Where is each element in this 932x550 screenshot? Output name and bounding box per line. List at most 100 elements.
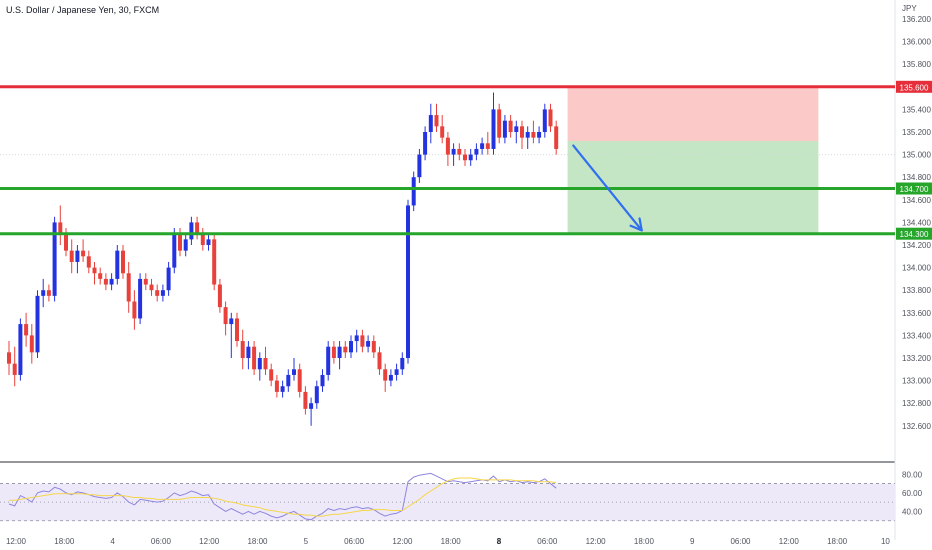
candle bbox=[548, 103, 553, 132]
candle bbox=[440, 115, 445, 144]
candle-body bbox=[417, 154, 422, 178]
candle bbox=[417, 148, 422, 183]
candle-body bbox=[52, 222, 57, 296]
candle bbox=[491, 92, 496, 155]
candle bbox=[160, 284, 165, 302]
time-axis: 12:00 18:00 4 06:00 12:00 18:00 5 06:00 12:00 18:… bbox=[6, 537, 890, 546]
candle-body bbox=[143, 278, 148, 285]
candle-body bbox=[246, 346, 251, 358]
candle-body bbox=[280, 386, 285, 392]
candle bbox=[189, 216, 194, 245]
candle bbox=[166, 261, 171, 296]
candle-body bbox=[337, 346, 342, 358]
candle-body bbox=[406, 205, 410, 358]
candle-body bbox=[138, 278, 143, 319]
candle bbox=[109, 273, 114, 291]
rsi-axis: 80.00 60.00 40.00 bbox=[902, 470, 923, 516]
candle-body bbox=[292, 369, 296, 375]
candle bbox=[18, 318, 23, 381]
candle-body bbox=[115, 250, 120, 279]
candle bbox=[371, 335, 376, 358]
candle bbox=[480, 137, 485, 155]
candle-body bbox=[269, 369, 274, 381]
candle-body bbox=[320, 374, 325, 387]
candle-body bbox=[388, 374, 393, 381]
time-tick-label: 9 bbox=[690, 537, 695, 546]
price-tick-label: 135.800 bbox=[902, 60, 931, 69]
candle bbox=[138, 273, 143, 325]
price-axis: 136.200 136.000 135.800 135.400 135.200 135.0… bbox=[902, 15, 931, 431]
candle bbox=[485, 132, 490, 155]
candle-body bbox=[64, 233, 68, 251]
candle-body bbox=[229, 318, 234, 325]
candle-body bbox=[212, 239, 217, 285]
price-tick-label: 132.600 bbox=[902, 422, 931, 431]
price-tick-label: 133.800 bbox=[902, 286, 931, 295]
candle-body bbox=[7, 352, 11, 364]
time-tick-label: 12:00 bbox=[199, 537, 220, 546]
candle-body bbox=[240, 341, 245, 358]
candle bbox=[451, 143, 456, 166]
candle bbox=[502, 115, 507, 144]
candle bbox=[126, 261, 131, 313]
candle bbox=[263, 346, 268, 375]
chart-title: U.S. Dollar / Japanese Yen, 30, FXCM bbox=[6, 5, 160, 15]
candle bbox=[360, 329, 365, 353]
candle bbox=[423, 126, 428, 161]
candle-body bbox=[366, 341, 371, 347]
candle-body bbox=[457, 148, 462, 155]
candle-body bbox=[223, 307, 228, 325]
candle bbox=[383, 363, 388, 392]
candle bbox=[252, 341, 257, 375]
support-2-tag-label: 134.300 bbox=[900, 230, 929, 239]
time-tick-label: 8 bbox=[497, 537, 502, 546]
candle-body bbox=[132, 301, 137, 319]
time-tick-label: 06:00 bbox=[537, 537, 558, 546]
candle bbox=[309, 397, 314, 426]
candle bbox=[297, 363, 302, 398]
candle bbox=[286, 369, 291, 392]
candle-body bbox=[257, 358, 262, 370]
candle-body bbox=[12, 363, 17, 375]
price-tick-label: 133.600 bbox=[902, 309, 931, 318]
rsi-line bbox=[8, 472, 557, 521]
candle bbox=[434, 103, 439, 132]
candle-body bbox=[531, 132, 536, 138]
time-tick-label: 06:00 bbox=[344, 537, 365, 546]
candle bbox=[69, 239, 74, 274]
rsi-tick-label: 40.00 bbox=[902, 507, 923, 516]
candle bbox=[337, 341, 342, 370]
candle-body bbox=[58, 222, 63, 234]
time-tick-label: 06:00 bbox=[151, 537, 172, 546]
candle bbox=[269, 363, 274, 387]
candle-body bbox=[35, 295, 40, 353]
candle bbox=[457, 143, 462, 161]
time-tick-label: 12:00 bbox=[779, 537, 800, 546]
time-tick-label: 5 bbox=[304, 537, 309, 546]
candle-body bbox=[383, 369, 388, 381]
candle bbox=[41, 278, 46, 308]
candle bbox=[183, 233, 188, 257]
candle-body bbox=[178, 233, 182, 251]
candle-body bbox=[463, 154, 467, 161]
candle bbox=[497, 103, 502, 144]
candle bbox=[29, 324, 34, 364]
candle-body bbox=[354, 335, 359, 342]
candle-body bbox=[126, 273, 131, 302]
candle bbox=[58, 205, 63, 245]
time-tick-label: 18:00 bbox=[54, 537, 75, 546]
candle-body bbox=[434, 115, 439, 127]
price-tick-label: 135.000 bbox=[902, 151, 931, 160]
price-tick-label: 134.600 bbox=[902, 196, 931, 205]
candle-body bbox=[29, 335, 34, 353]
candle-body bbox=[206, 239, 211, 245]
rsi-ma-line bbox=[9, 477, 557, 517]
candle bbox=[468, 148, 473, 166]
price-tick-label: 132.800 bbox=[902, 399, 931, 408]
candle bbox=[554, 120, 559, 155]
candle-body bbox=[428, 115, 433, 132]
candle-body bbox=[18, 324, 23, 375]
candle bbox=[406, 199, 410, 364]
candle bbox=[75, 245, 80, 274]
